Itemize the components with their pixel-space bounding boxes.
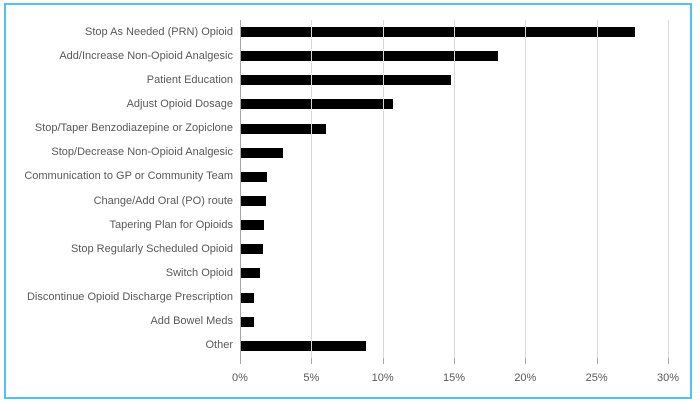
- category-label: Stop/Taper Benzodiazepine or Zopiclone: [34, 122, 233, 135]
- bar-row: [240, 92, 668, 116]
- y-axis-line: [240, 20, 241, 358]
- category-label: Tapering Plan for Opioids: [109, 218, 233, 231]
- bar-row: [240, 117, 668, 141]
- axis-tick-label: 20%: [514, 372, 537, 384]
- axis-tick-label: 0%: [232, 372, 248, 384]
- bar: [240, 51, 499, 62]
- bar-row: [240, 286, 668, 310]
- category-axis: Stop As Needed (PRN) Opioid Add/Increase …: [12, 20, 233, 358]
- category-label: Other: [205, 339, 233, 352]
- axis-tick: [596, 358, 598, 364]
- axis-tick: [668, 358, 669, 364]
- axis-tick-label: 15%: [442, 372, 466, 384]
- axis-tick-label: 10%: [371, 372, 394, 384]
- bar: [240, 220, 265, 231]
- axis-tick-label: 25%: [585, 372, 608, 384]
- axis-tick-label: 30%: [656, 372, 680, 384]
- gridline: [311, 20, 313, 358]
- plot-area: 0% 5% 10% 15% 20% 25% 30%: [232, 20, 679, 384]
- axis-tick: [240, 358, 241, 364]
- category-label: Stop As Needed (PRN) Opioid: [85, 25, 233, 38]
- bar: [240, 123, 326, 134]
- bar: [240, 171, 268, 182]
- gridline: [525, 20, 527, 358]
- bar-row: [240, 334, 668, 358]
- category-label: Switch Opioid: [165, 266, 233, 279]
- category-label: Adjust Opioid Dosage: [126, 97, 233, 110]
- bar: [240, 27, 636, 38]
- bar: [240, 196, 266, 207]
- category-label: Discontinue Opioid Discharge Prescriptio…: [26, 291, 233, 304]
- bar-row: [240, 310, 668, 334]
- category-label: Communication to GP or Community Team: [24, 170, 233, 183]
- gridline: [382, 20, 384, 358]
- bar: [240, 268, 260, 279]
- bar-row: [240, 68, 668, 92]
- bars-container: [240, 20, 668, 358]
- gridline: [668, 20, 669, 358]
- bar: [240, 340, 366, 351]
- category-label: Stop Regularly Scheduled Opioid: [70, 242, 233, 255]
- gridline: [596, 20, 598, 358]
- bar: [240, 244, 263, 255]
- bar: [240, 75, 452, 86]
- category-label: Patient Education: [146, 73, 233, 86]
- bar: [240, 292, 255, 303]
- bar-row: [240, 213, 668, 237]
- bar-row: [240, 44, 668, 68]
- bar: [240, 147, 283, 158]
- category-label: Add/Increase Non-Opioid Analgesic: [59, 49, 233, 62]
- bar-row: [240, 20, 668, 44]
- bar-row: [240, 261, 668, 285]
- bar-row: [240, 237, 668, 261]
- axis-tick: [525, 358, 527, 364]
- bar-row: [240, 189, 668, 213]
- bar-row: [240, 165, 668, 189]
- bar: [240, 316, 255, 327]
- category-label: Stop/Decrease Non-Opioid Analgesic: [51, 146, 233, 159]
- category-label: Add Bowel Meds: [150, 315, 233, 328]
- axis-tick: [382, 358, 384, 364]
- axis-tick: [311, 358, 313, 364]
- bar-row: [240, 141, 668, 165]
- axis-tick-label: 5%: [303, 372, 320, 384]
- gridline: [454, 20, 455, 358]
- bar: [240, 99, 393, 110]
- axis-tick: [454, 358, 455, 364]
- category-label: Change/Add Oral (PO) route: [93, 194, 233, 207]
